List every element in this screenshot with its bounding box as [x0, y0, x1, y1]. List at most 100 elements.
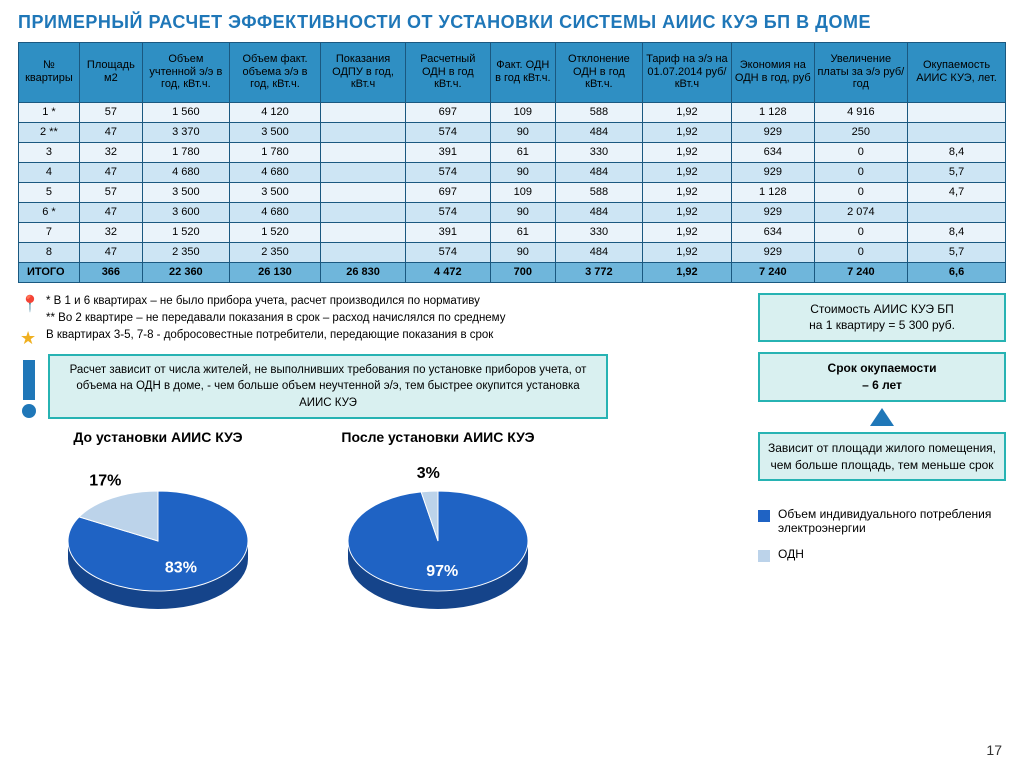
- col-header: Факт. ОДН в год кВт.ч.: [490, 42, 555, 102]
- table-cell: 1,92: [642, 162, 731, 182]
- table-cell: 1,92: [642, 202, 731, 222]
- col-header: № квартиры: [19, 42, 80, 102]
- table-cell: 5,7: [908, 162, 1006, 182]
- star-icon: ★: [20, 325, 36, 352]
- table-cell: [321, 242, 406, 262]
- table-cell: 391: [405, 222, 490, 242]
- table-cell: 391: [405, 142, 490, 162]
- table-cell: 1 128: [732, 102, 815, 122]
- table-cell: 3 600: [142, 202, 229, 222]
- table-cell: 588: [555, 102, 642, 122]
- total-cell: 7 240: [814, 262, 907, 282]
- col-header: Показания ОДПУ в год, кВт.ч: [321, 42, 406, 102]
- table-cell: 47: [79, 242, 142, 262]
- table-cell: [321, 222, 406, 242]
- table-cell: 4 680: [229, 162, 320, 182]
- table-cell: [321, 202, 406, 222]
- table-cell: 1,92: [642, 182, 731, 202]
- depends-box: Зависит от площади жилого помещения, чем…: [758, 432, 1006, 482]
- table-cell: [908, 122, 1006, 142]
- table-cell: 8: [19, 242, 80, 262]
- table-cell: 4: [19, 162, 80, 182]
- table-cell: 330: [555, 222, 642, 242]
- cost-line1: Стоимость АИИС КУЭ БП: [766, 301, 998, 318]
- table-cell: 2 350: [142, 242, 229, 262]
- table-cell: 574: [405, 242, 490, 262]
- table-cell: 6 *: [19, 202, 80, 222]
- legend-label-b: ОДН: [778, 547, 804, 561]
- table-cell: 0: [814, 142, 907, 162]
- table-cell: 250: [814, 122, 907, 142]
- table-cell: 4 120: [229, 102, 320, 122]
- table-cell: 1,92: [642, 122, 731, 142]
- table-cell: 1,92: [642, 102, 731, 122]
- total-cell: 366: [79, 262, 142, 282]
- table-cell: 588: [555, 182, 642, 202]
- total-cell: 26 830: [321, 262, 406, 282]
- table-total-row: ИТОГО36622 36026 13026 8304 4727003 7721…: [19, 262, 1006, 282]
- legend-swatch-a: [758, 510, 770, 522]
- table-cell: 109: [490, 182, 555, 202]
- table-cell: 484: [555, 202, 642, 222]
- table-row: 2 **473 3703 500574904841,92929250: [19, 122, 1006, 142]
- table-cell: 929: [732, 202, 815, 222]
- total-cell: 7 240: [732, 262, 815, 282]
- table-cell: 8,4: [908, 222, 1006, 242]
- total-cell: 4 472: [405, 262, 490, 282]
- table-cell: 2 **: [19, 122, 80, 142]
- table-cell: [321, 162, 406, 182]
- callout-box: Расчет зависит от числа жителей, не выпо…: [48, 354, 608, 418]
- table-cell: 57: [79, 102, 142, 122]
- table-cell: 330: [555, 142, 642, 162]
- table-row: 6 *473 6004 680574904841,929292 074: [19, 202, 1006, 222]
- table-cell: [908, 102, 1006, 122]
- page-number: 17: [986, 742, 1002, 758]
- total-label: ИТОГО: [19, 262, 80, 282]
- table-row: 1 *571 5604 1206971095881,921 1284 916: [19, 102, 1006, 122]
- table-cell: 574: [405, 202, 490, 222]
- table-cell: [321, 122, 406, 142]
- pie-before: До установки АИИС КУЭ 83%17%: [38, 429, 278, 626]
- table-cell: 574: [405, 162, 490, 182]
- svg-text:97%: 97%: [426, 563, 458, 580]
- table-row: 3321 7801 780391613301,9263408,4: [19, 142, 1006, 162]
- table-cell: 0: [814, 222, 907, 242]
- table-cell: 1 128: [732, 182, 815, 202]
- pie-after: После установки АИИС КУЭ 97%3%: [318, 429, 558, 626]
- table-cell: 484: [555, 162, 642, 182]
- total-cell: 3 772: [555, 262, 642, 282]
- payback-box: Срок окупаемости – 6 лет: [758, 352, 1006, 402]
- table-cell: 1 780: [142, 142, 229, 162]
- table-cell: 1 520: [229, 222, 320, 242]
- table-cell: 61: [490, 142, 555, 162]
- table-cell: 484: [555, 242, 642, 262]
- svg-text:3%: 3%: [417, 464, 440, 481]
- table-cell: 47: [79, 202, 142, 222]
- table-cell: 929: [732, 122, 815, 142]
- footnote-3: В квартирах 3-5, 7-8 - добросовестные по…: [46, 327, 748, 344]
- total-cell: 700: [490, 262, 555, 282]
- col-header: Тариф на э/э на 01.07.2014 руб/кВт.ч: [642, 42, 731, 102]
- table-cell: 109: [490, 102, 555, 122]
- legend-swatch-b: [758, 550, 770, 562]
- col-header: Объем учтенной э/э в год, кВт.ч.: [142, 42, 229, 102]
- col-header: Площадь м2: [79, 42, 142, 102]
- pie-after-svg: 97% 3%: [318, 451, 558, 621]
- table-cell: 0: [814, 182, 907, 202]
- table-cell: 32: [79, 142, 142, 162]
- table-cell: 32: [79, 222, 142, 242]
- table-cell: [321, 102, 406, 122]
- table-row: 8472 3502 350574904841,9292905,7: [19, 242, 1006, 262]
- table-cell: 1 780: [229, 142, 320, 162]
- arrow-up-icon: [870, 408, 894, 426]
- table-cell: 5: [19, 182, 80, 202]
- table-cell: 90: [490, 162, 555, 182]
- table-cell: 7: [19, 222, 80, 242]
- table-cell: 0: [814, 162, 907, 182]
- table-cell: 61: [490, 222, 555, 242]
- table-cell: 697: [405, 182, 490, 202]
- payback-line1: Срок окупаемости: [766, 360, 998, 377]
- col-header: Отклонение ОДН в год кВт.ч.: [555, 42, 642, 102]
- table-cell: 929: [732, 162, 815, 182]
- table-cell: 4,7: [908, 182, 1006, 202]
